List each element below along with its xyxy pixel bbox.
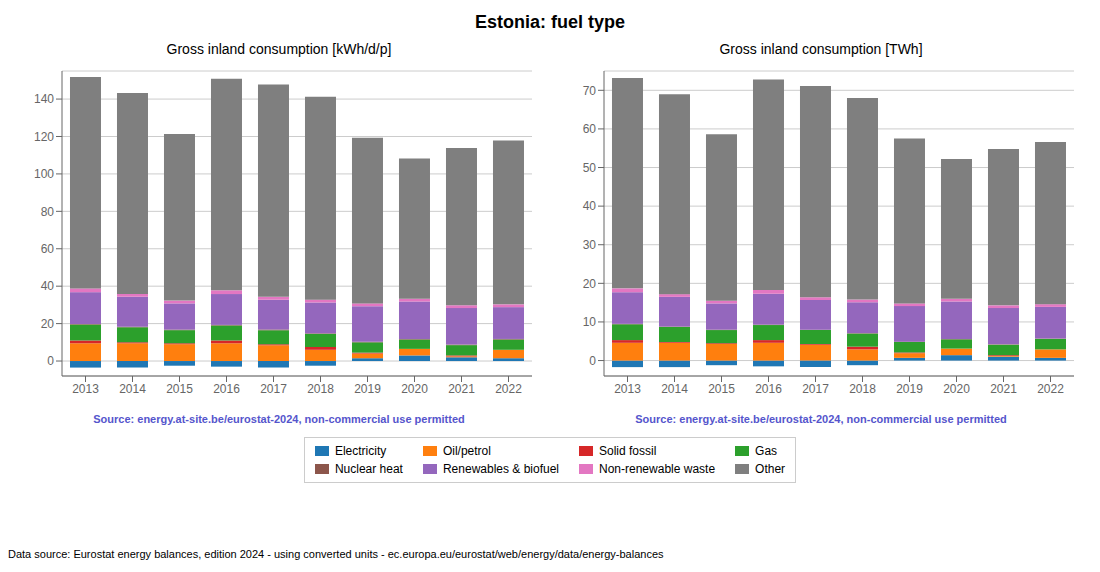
html-text:Oil/petrol: Oil/petrol [442, 444, 491, 458]
svg-text:40: 40 [582, 199, 596, 213]
svg-text:30: 30 [582, 238, 596, 252]
svg-text:60: 60 [582, 122, 596, 136]
svg-text:40: 40 [40, 279, 54, 293]
svg-text:140: 140 [33, 92, 53, 106]
html-text:Gross inland consumption [TWh]: Gross inland consumption [TWh] [719, 41, 923, 57]
svg-text:70: 70 [582, 84, 596, 98]
svg-text:0: 0 [47, 354, 54, 368]
svg-text:2015: 2015 [708, 382, 735, 396]
html-text:Source: energy.at-site.be/euro: Source: energy.at-site.be/eurostat-2024,… [93, 413, 465, 425]
html-text:Electricity: Electricity [334, 444, 387, 458]
html-text:Renewables & biofuel: Renewables & biofuel [442, 462, 559, 476]
html-text:Data source: Eurostat energy b: Data source: Eurostat energy balances, e… [8, 548, 664, 560]
svg-text:2016: 2016 [755, 382, 782, 396]
html-text:Nuclear heat: Nuclear heat [334, 462, 403, 476]
svg-text:2016: 2016 [213, 382, 240, 396]
svg-text:50: 50 [582, 161, 596, 175]
svg-text:0: 0 [589, 354, 596, 368]
svg-text:2022: 2022 [495, 382, 522, 396]
html-text:Other: Other [755, 462, 786, 476]
svg-text:100: 100 [33, 167, 53, 181]
html-text:Gas: Gas [755, 444, 778, 458]
svg-text:2018: 2018 [849, 382, 876, 396]
html-text:Gross inland consumption [kWh/: Gross inland consumption [kWh/d/p] [166, 41, 392, 57]
svg-text:20: 20 [40, 317, 54, 331]
svg-text:2014: 2014 [661, 382, 688, 396]
html-text:Solid fossil: Solid fossil [599, 444, 657, 458]
svg-text:2013: 2013 [614, 382, 641, 396]
html-text:Non-renewable waste: Non-renewable waste [599, 462, 716, 476]
svg-text:2014: 2014 [119, 382, 146, 396]
svg-text:2017: 2017 [802, 382, 829, 396]
svg-text:120: 120 [33, 130, 53, 144]
svg-text:2022: 2022 [1037, 382, 1064, 396]
svg-text:2015: 2015 [166, 382, 193, 396]
html-text:Source: energy.at-site.be/euro: Source: energy.at-site.be/eurostat-2024,… [635, 413, 1007, 425]
svg-text:20: 20 [582, 277, 596, 291]
svg-text:2020: 2020 [401, 382, 428, 396]
html-text:Estonia: fuel type: Estonia: fuel type [475, 12, 625, 32]
svg-text:80: 80 [40, 205, 54, 219]
svg-text:2013: 2013 [72, 382, 99, 396]
svg-text:2019: 2019 [896, 382, 923, 396]
svg-text:2017: 2017 [260, 382, 287, 396]
svg-text:2019: 2019 [354, 382, 381, 396]
svg-text:2018: 2018 [307, 382, 334, 396]
svg-text:60: 60 [40, 242, 54, 256]
svg-text:2021: 2021 [448, 382, 475, 396]
svg-text:2021: 2021 [990, 382, 1017, 396]
svg-text:2020: 2020 [943, 382, 970, 396]
svg-text:10: 10 [582, 315, 596, 329]
